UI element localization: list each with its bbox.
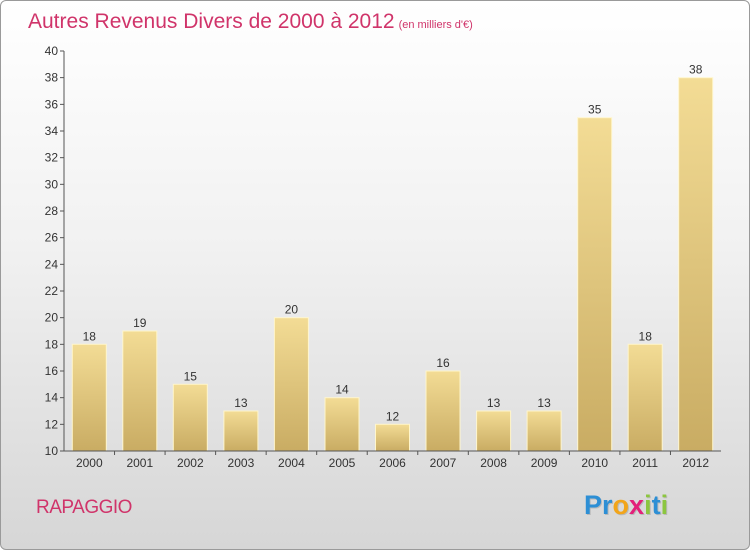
x-tick-label: 2006: [379, 456, 406, 470]
logo-letter: i: [644, 490, 652, 520]
logo-letter: o: [612, 490, 630, 520]
bar-2001: [122, 330, 158, 452]
y-tick-label: 26: [45, 231, 59, 245]
y-tick-label: 34: [45, 124, 59, 138]
x-tick-label: 2005: [329, 456, 356, 470]
bar-value-label: 15: [184, 369, 198, 383]
bar-value-label: 35: [588, 103, 602, 117]
bar-value-label: 13: [537, 396, 551, 410]
x-tick-label: 2004: [278, 456, 305, 470]
bar-value-label: 20: [285, 303, 299, 317]
y-tick-label: 18: [45, 337, 59, 351]
bar-value-label: 14: [335, 383, 349, 397]
bar-2003: [223, 410, 259, 452]
x-tick-label: 2011: [632, 456, 658, 470]
bar-value-label: 18: [83, 329, 97, 343]
y-tick-label: 22: [45, 284, 59, 298]
proxiti-logo: Proxiti: [584, 490, 668, 521]
bar-value-label: 13: [234, 396, 248, 410]
bar-2007: [425, 370, 461, 452]
bar-2005: [324, 397, 360, 452]
bars-group: 18 19 15 13 20 14 12 16 13 13 35 18 38: [71, 63, 714, 452]
x-tick-label: 2009: [531, 456, 558, 470]
chart-title-text: Autres Revenus Divers de 2000 à 2012: [28, 10, 395, 33]
x-tick-label: 2002: [177, 456, 204, 470]
logo-letter: i: [660, 490, 669, 520]
bar-2000: [71, 343, 107, 452]
bar-2008: [476, 410, 512, 452]
y-tick-label: 16: [45, 364, 59, 378]
bar-value-label: 12: [386, 409, 400, 423]
chart-title-unit: (en milliers d'€): [398, 19, 473, 31]
bar-value-label: 16: [436, 356, 450, 370]
y-tick-label: 32: [45, 151, 59, 165]
y-tick-label: 20: [45, 311, 59, 325]
logo-letter: x: [629, 490, 645, 520]
logo-letter: r: [602, 490, 613, 520]
chart-title: Autres Revenus Divers de 2000 à 2012 (en …: [28, 10, 473, 34]
bar-2010: [577, 117, 613, 452]
bar-2006: [375, 423, 410, 452]
bar-2012: [678, 77, 714, 452]
x-tick-label: 2007: [430, 456, 457, 470]
commune-name: RAPAGGIO: [36, 497, 132, 518]
y-tick-label: 38: [45, 71, 59, 85]
logo-letter: P: [584, 490, 603, 520]
y-tick-label: 40: [45, 44, 59, 58]
bar-value-label: 38: [689, 63, 703, 77]
x-tick-label: 2012: [682, 456, 709, 470]
bar-2011: [627, 343, 663, 452]
x-tick-label: 2003: [228, 456, 255, 470]
x-tick-label: 2010: [581, 456, 608, 470]
bar-2004: [273, 317, 309, 452]
y-tick-label: 12: [45, 417, 59, 431]
y-tick-label: 30: [45, 177, 59, 191]
y-tick-label: 24: [45, 257, 59, 271]
bar-value-label: 18: [639, 329, 653, 343]
logo-letter: t: [651, 490, 661, 520]
x-tick-label: 2001: [126, 456, 153, 470]
y-tick-label: 36: [45, 97, 59, 111]
bar-value-label: 13: [487, 396, 501, 410]
y-tick-label: 28: [45, 204, 59, 218]
y-tick-label: 14: [45, 391, 59, 405]
x-tick-label: 2000: [76, 456, 103, 470]
axes-group: 2000 2001 2002 2003 2004 2005 2006 2007 2008 2009…: [45, 44, 721, 470]
bar-2009: [526, 410, 562, 452]
x-tick-label: 2008: [480, 456, 507, 470]
bar-value-label: 19: [133, 316, 147, 330]
bar-2002: [172, 383, 208, 452]
y-tick-label: 10: [45, 444, 59, 458]
